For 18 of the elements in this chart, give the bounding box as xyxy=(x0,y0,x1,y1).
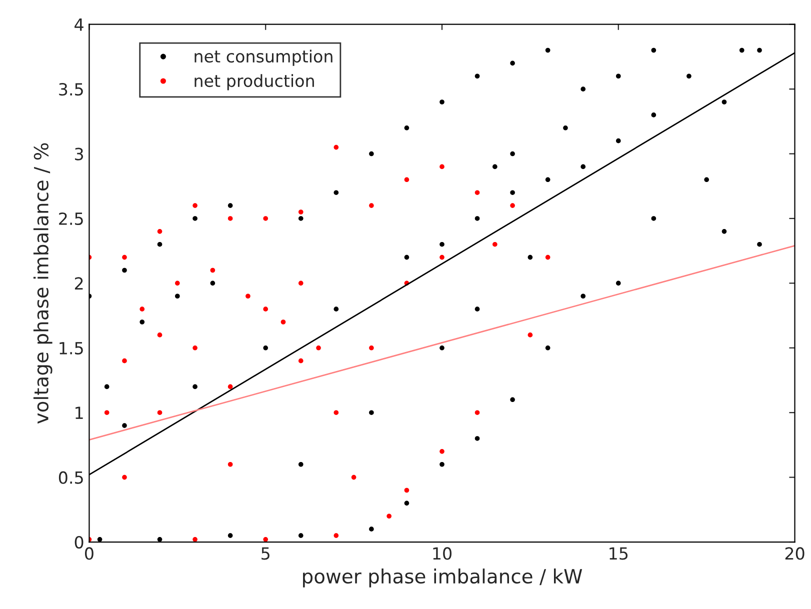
y-tick-label: 2.5 xyxy=(59,212,83,226)
x-tick-label: 0 xyxy=(85,547,94,560)
x-tick-label: 20 xyxy=(785,547,804,560)
y-tick-label: 1 xyxy=(76,406,83,419)
y-tick-label: 0 xyxy=(74,536,84,549)
x-axis-title: power phase imbalance / kW xyxy=(303,568,582,588)
legend-label: net consumption xyxy=(194,50,332,66)
y-tick-label: 3.5 xyxy=(59,83,83,96)
y-tick-label: 0.5 xyxy=(58,471,83,484)
y-tick-label: 1.5 xyxy=(60,342,83,354)
x-tick-label: 10 xyxy=(433,547,452,560)
y-tick-label: 3 xyxy=(75,148,84,160)
legend-label: net production xyxy=(194,74,314,90)
x-tick-label: 5 xyxy=(262,547,270,560)
x-tick-label: 15 xyxy=(610,547,628,560)
y-tick-label: 4 xyxy=(74,18,84,31)
y-axis-title: voltage phase imbalance / % xyxy=(33,143,52,424)
y-tick-label: 2 xyxy=(74,277,83,290)
